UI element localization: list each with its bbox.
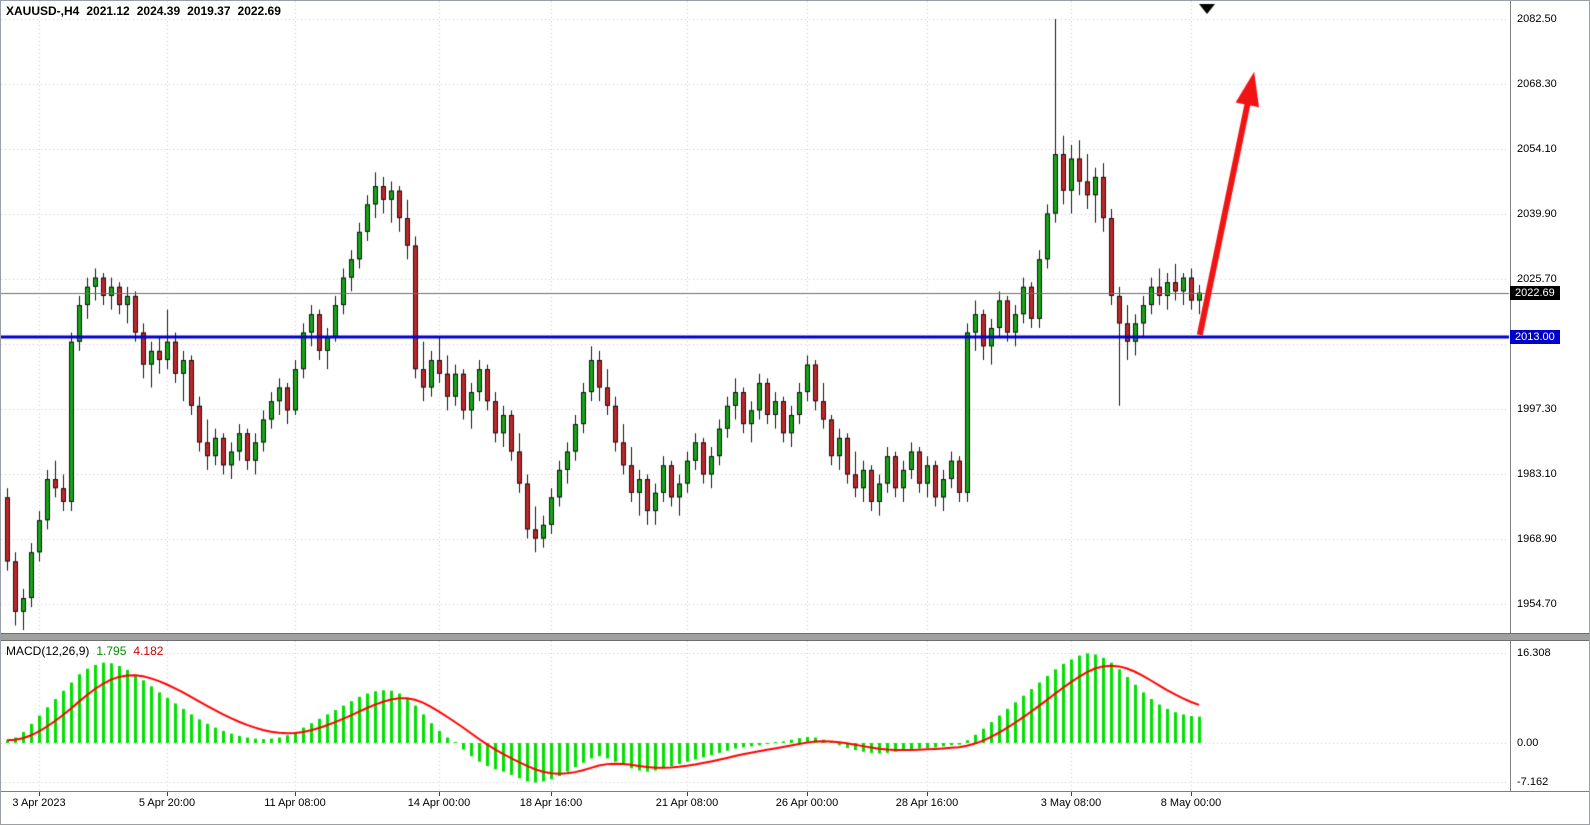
- time-axis-tick: [927, 792, 928, 796]
- macd-axis-label: 0.00: [1517, 737, 1539, 749]
- time-axis-label: 3 Apr 2023: [12, 797, 66, 809]
- price-chart-canvas[interactable]: [1, 1, 1511, 633]
- chart-ohlc-header: XAUUSD-,H4 2021.12 2024.39 2019.37 2022.…: [6, 4, 281, 18]
- time-axis-label: 28 Apr 16:00: [895, 797, 959, 809]
- price-axis-label: 1983.10: [1517, 468, 1557, 480]
- time-axis-tick: [1191, 792, 1192, 796]
- time-axis-tick: [807, 792, 808, 796]
- macd-axis-label: -7.162: [1517, 776, 1549, 789]
- bid-price-badge: 2022.69: [1510, 285, 1560, 300]
- symbol-timeframe-label: XAUUSD-,H4: [6, 4, 80, 18]
- high-value: 2024.39: [136, 4, 181, 18]
- macd-name-label: MACD(12,26,9): [6, 644, 90, 658]
- time-axis[interactable]: 3 Apr 2023 5 Apr 20:00 11 Apr 08:00 14 Apr …: [1, 791, 1589, 824]
- time-axis-label: 3 May 08:00: [1040, 797, 1102, 809]
- price-axis-label: 1997.30: [1517, 403, 1557, 415]
- level-price-badge: 2013.00: [1510, 330, 1560, 345]
- macd-signal-value: 4.182: [133, 644, 164, 658]
- time-axis-tick: [687, 792, 688, 796]
- macd-indicator-label: MACD(12,26,9) 1.795 4.182: [6, 644, 163, 658]
- time-axis-label: 8 May 00:00: [1160, 797, 1222, 809]
- panel-splitter[interactable]: [1, 633, 1589, 641]
- low-value: 2019.37: [187, 4, 231, 18]
- time-axis-tick: [295, 792, 296, 796]
- price-axis-label: 2082.50: [1517, 13, 1557, 25]
- price-axis-label: 2068.30: [1517, 78, 1557, 90]
- time-axis-tick: [439, 792, 440, 796]
- price-axis-label: 2025.70: [1517, 273, 1557, 285]
- price-axis-label: 1968.90: [1517, 533, 1557, 545]
- price-axis[interactable]: 2082.50 2068.30 2054.10 2039.90 2025.70 1997.…: [1510, 1, 1589, 791]
- open-value: 2021.12: [86, 4, 130, 18]
- time-axis-tick: [39, 792, 40, 796]
- time-axis-label: 18 Apr 16:00: [519, 797, 583, 809]
- time-axis-label: 5 Apr 20:00: [138, 797, 196, 809]
- macd-panel-canvas[interactable]: [1, 641, 1511, 791]
- macd-value: 1.795: [96, 644, 127, 658]
- time-axis-label: 26 Apr 00:00: [775, 797, 839, 809]
- time-axis-tick: [1071, 792, 1072, 796]
- time-axis-tick: [167, 792, 168, 796]
- price-axis-label: 2039.90: [1517, 208, 1557, 220]
- close-value: 2022.69: [237, 4, 281, 18]
- time-axis-label: 11 Apr 08:00: [264, 797, 326, 809]
- macd-axis-label: 16.308: [1517, 647, 1551, 660]
- time-axis-label: 14 Apr 00:00: [407, 797, 471, 809]
- time-axis-tick: [551, 792, 552, 796]
- price-axis-label: 1954.70: [1517, 598, 1557, 610]
- time-axis-label: 21 Apr 08:00: [655, 797, 719, 809]
- price-axis-label: 2054.10: [1517, 143, 1557, 155]
